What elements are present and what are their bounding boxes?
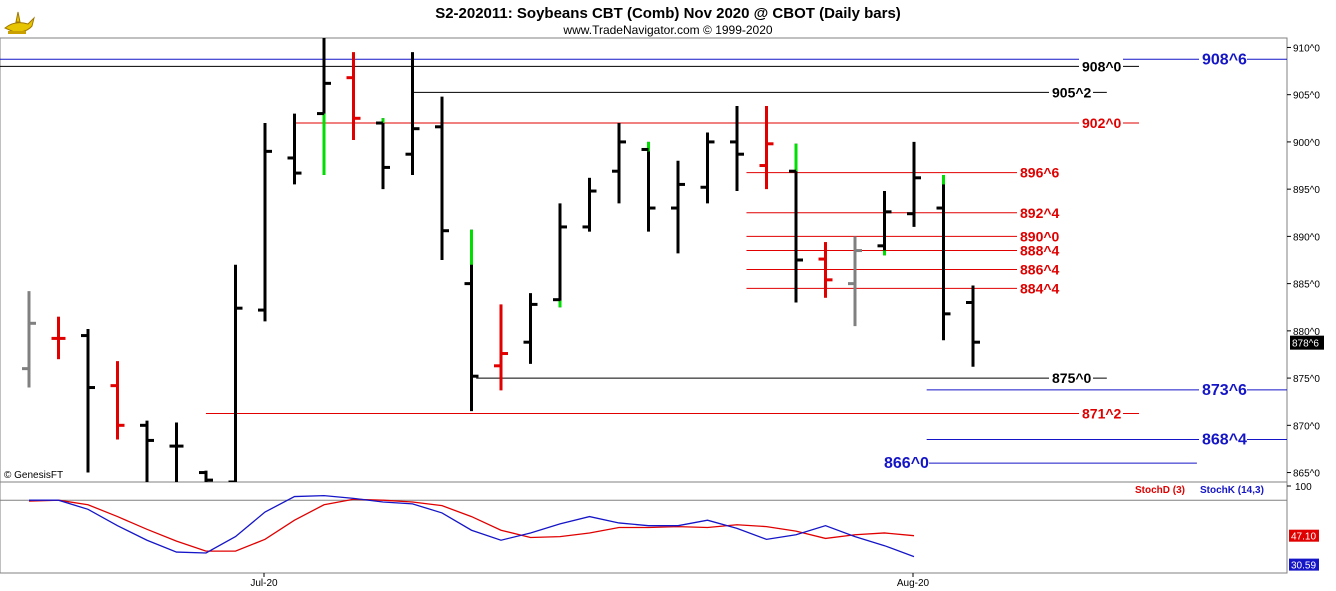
osc-series-line	[29, 494, 915, 558]
level-label-bg	[1017, 227, 1061, 245]
y-tick-label: 865^0	[1293, 469, 1320, 480]
y-tick-label: 895^0	[1293, 185, 1320, 196]
level-label-bg	[1017, 163, 1061, 181]
level-labels: 908^6 908^0 905^2 902^0 896^6 892^4 890^0888^4…	[881, 50, 1247, 472]
level-label-bg	[1079, 404, 1123, 422]
level-label: 902^0	[1082, 115, 1122, 131]
level-label: 905^2	[1052, 84, 1092, 100]
last-price-bg	[1290, 335, 1324, 350]
level-label-bg	[1017, 279, 1061, 297]
chart-subtitle: www.TradeNavigator.com © 1999-2020	[562, 23, 772, 37]
level-label: 873^6	[1202, 382, 1247, 399]
level-label: 871^2	[1082, 406, 1122, 422]
level-label: 896^6	[1020, 165, 1060, 181]
level-label: 888^4	[1020, 243, 1060, 259]
level-label: 886^4	[1020, 261, 1060, 277]
osc-value-badge	[1289, 529, 1319, 542]
y-tick-label: 880^0	[1293, 327, 1320, 338]
y-tick-label: 870^0	[1293, 421, 1320, 432]
osc-legend: StochD (3) StochK (14,3)	[1135, 485, 1264, 496]
y-axis-ticks: 910^0 905^0 900^0 895^0 890^0 885^0 880^0 875^0…	[1287, 43, 1320, 480]
level-label-bg	[1017, 260, 1061, 278]
level-lines	[0, 58, 1287, 464]
level-label-bg	[1079, 57, 1123, 75]
osc-y-tick-label: 100	[1295, 482, 1312, 493]
level-label: 875^0	[1052, 370, 1092, 386]
level-label-bg	[1199, 380, 1247, 398]
osc-legend-stochd: StochD (3)	[1135, 485, 1185, 496]
y-tick-label: 910^0	[1293, 43, 1320, 54]
stochastic-lines	[0, 494, 1287, 558]
x-tick-label: Aug-20	[897, 578, 930, 589]
last-price-label: 878^6	[1292, 339, 1319, 350]
last-price-badge: 878^6	[1290, 335, 1324, 350]
osc-series-line	[28, 498, 915, 552]
level-label: 890^0	[1020, 228, 1060, 244]
osc-value-badge	[1289, 558, 1319, 571]
level-label-bg	[1049, 83, 1093, 101]
y-tick-label: 905^0	[1293, 91, 1320, 102]
level-label-bg	[1049, 369, 1093, 387]
osc-value-label: 47.10	[1291, 532, 1316, 543]
y-tick-label: 885^0	[1293, 280, 1320, 291]
x-axis-ticks: Jul-20 Aug-20	[250, 573, 930, 589]
level-label: 866^0	[884, 455, 929, 472]
level-label-bg	[1079, 114, 1123, 132]
genie-lamp-icon	[4, 11, 35, 34]
copyright-label: © GenesisFT	[4, 470, 63, 481]
level-label-bg	[1017, 203, 1061, 221]
osc-value-label: 30.59	[1291, 561, 1316, 572]
chart-title: S2-202011: Soybeans CBT (Comb) Nov 2020 …	[435, 5, 901, 22]
level-label: 892^4	[1020, 205, 1060, 221]
osc-legend-stochk: StochK (14,3)	[1200, 485, 1264, 496]
ohlc-bars	[22, 38, 980, 482]
level-label-bg	[1199, 430, 1247, 448]
level-label: 908^0	[1082, 58, 1122, 74]
level-label: 868^4	[1202, 431, 1247, 448]
level-label-bg	[1017, 241, 1061, 259]
y-tick-label: 900^0	[1293, 138, 1320, 149]
level-label-bg	[881, 454, 929, 472]
y-tick-label: 890^0	[1293, 232, 1320, 243]
x-tick-label: Jul-20	[250, 578, 278, 589]
level-label: 908^6	[1202, 51, 1247, 68]
level-label: 884^4	[1020, 280, 1060, 296]
y-tick-label: 875^0	[1293, 374, 1320, 385]
level-label-bg	[1199, 50, 1247, 68]
